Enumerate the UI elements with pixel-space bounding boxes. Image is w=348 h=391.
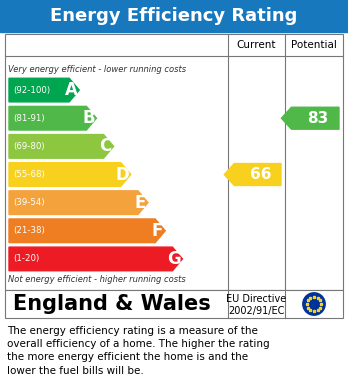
Text: 83: 83 [308,111,329,126]
Polygon shape [9,78,79,102]
Bar [5,34,343,290]
Text: B: B [82,109,95,127]
Text: (1-20): (1-20) [13,255,39,264]
Text: 66: 66 [250,167,271,182]
Bar [0,0,348,32]
Polygon shape [9,191,148,214]
Polygon shape [224,163,281,185]
Polygon shape [9,163,131,187]
Text: F: F [151,222,163,240]
Text: A: A [65,81,78,99]
Circle shape [303,293,325,315]
Polygon shape [9,247,182,271]
Text: Potential: Potential [291,40,337,50]
Text: 2002/91/EC: 2002/91/EC [228,306,285,316]
Text: (81-91): (81-91) [13,114,45,123]
Polygon shape [9,219,165,242]
Text: (55-68): (55-68) [13,170,45,179]
Text: E: E [134,194,146,212]
Text: C: C [100,137,112,155]
Bar [5,290,343,318]
Text: Current: Current [237,40,276,50]
Text: (21-38): (21-38) [13,226,45,235]
Text: Not energy efficient - higher running costs: Not energy efficient - higher running co… [8,276,186,285]
Text: The energy efficiency rating is a measure of the
overall efficiency of a home. T: The energy efficiency rating is a measur… [7,326,270,376]
Text: (69-80): (69-80) [13,142,45,151]
Text: Very energy efficient - lower running costs: Very energy efficient - lower running co… [8,65,186,74]
Text: D: D [116,165,130,183]
Text: Energy Efficiency Rating: Energy Efficiency Rating [50,7,298,25]
Text: England & Wales: England & Wales [13,294,211,314]
Polygon shape [9,106,96,130]
Text: (39-54): (39-54) [13,198,45,207]
Text: (92-100): (92-100) [13,86,50,95]
Polygon shape [282,107,339,129]
Polygon shape [9,135,113,158]
Text: EU Directive: EU Directive [227,294,287,304]
Text: G: G [167,250,181,268]
